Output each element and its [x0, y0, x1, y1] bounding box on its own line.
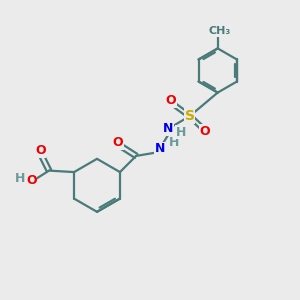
Text: O: O	[112, 136, 123, 149]
Text: N: N	[154, 142, 165, 155]
Text: H: H	[176, 126, 186, 139]
Text: H: H	[15, 172, 26, 185]
Text: N: N	[163, 122, 173, 135]
Text: O: O	[165, 94, 176, 107]
Text: S: S	[185, 109, 195, 123]
Text: CH₃: CH₃	[209, 26, 231, 36]
Text: O: O	[35, 144, 46, 157]
Text: O: O	[200, 125, 210, 138]
Text: O: O	[26, 174, 37, 188]
Text: H: H	[169, 136, 180, 149]
